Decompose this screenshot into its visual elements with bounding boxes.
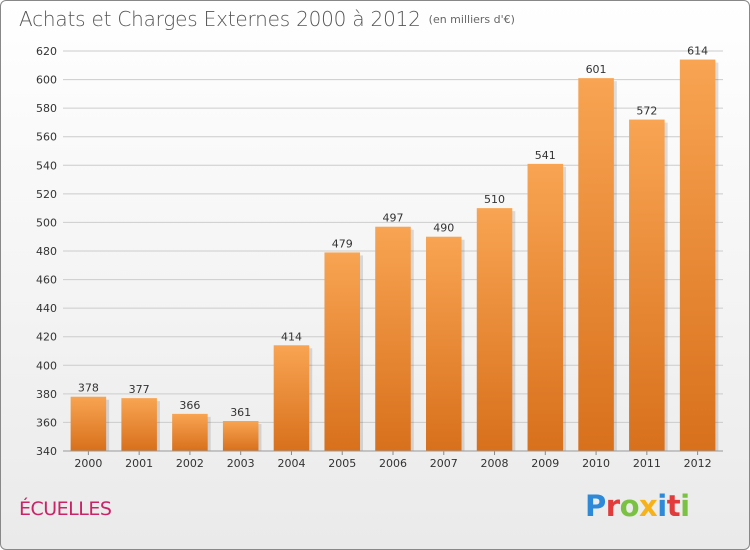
logo-letter: P	[585, 489, 606, 523]
x-tick-label: 2006	[379, 457, 407, 470]
data-label: 614	[687, 45, 708, 58]
y-tick-label: 540	[36, 159, 57, 172]
data-label: 490	[433, 222, 454, 235]
x-tick-label: 2007	[430, 457, 458, 470]
y-axis-ticks: 340 360 380 400 420 440 460 480 500 520 540 560 580 6…	[36, 45, 57, 458]
title-block: Achats et Charges Externes 2000 à 2012 (e…	[19, 7, 515, 31]
data-label: 510	[484, 193, 505, 206]
x-tick-label: 2010	[582, 457, 610, 470]
bar	[121, 398, 157, 451]
y-tick-label: 440	[36, 302, 57, 315]
bar	[476, 208, 513, 451]
data-label: 601	[586, 63, 607, 76]
data-label: 497	[383, 212, 404, 225]
data-label: 479	[332, 237, 353, 250]
y-tick-label: 600	[36, 74, 57, 87]
x-tick-label: 2002	[176, 457, 204, 470]
x-tick-label: 2009	[531, 457, 559, 470]
bar	[679, 59, 716, 451]
y-tick-label: 360	[36, 416, 57, 429]
bar	[172, 413, 208, 451]
town-name: ÉCUELLES	[19, 498, 112, 520]
y-tick-label: 420	[36, 331, 57, 344]
y-tick-label: 620	[36, 45, 57, 58]
logo-letter: x	[639, 489, 658, 523]
bar	[273, 345, 310, 451]
bar	[70, 396, 107, 451]
bar	[527, 163, 564, 451]
x-tick-label: 2005	[328, 457, 356, 470]
logo-letter: i	[680, 489, 690, 523]
data-label: 378	[78, 382, 99, 395]
bar	[222, 421, 259, 451]
x-axis-ticks: 2000 2001 2002 2003 2004 2005 2006 2007 2008 2009…	[63, 450, 723, 470]
y-tick-label: 520	[36, 188, 57, 201]
bar	[578, 78, 614, 452]
bar	[324, 252, 360, 451]
bar	[426, 236, 462, 451]
data-label: 414	[281, 330, 302, 343]
data-label: 541	[535, 149, 556, 162]
data-label: 572	[636, 105, 657, 118]
proxiti-logo[interactable]: Proxiti	[585, 489, 690, 523]
logo-letter: t	[666, 489, 681, 523]
data-label: 366	[179, 399, 200, 412]
data-label: 377	[129, 383, 150, 396]
y-tick-label: 580	[36, 102, 57, 115]
chart-subtitle: (en milliers d'€)	[428, 13, 515, 26]
x-tick-label: 2004	[277, 457, 305, 470]
logo-letter: o	[619, 489, 640, 523]
x-tick-label: 2001	[125, 457, 153, 470]
y-tick-label: 400	[36, 359, 57, 372]
x-tick-label: 2011	[633, 457, 661, 470]
bar	[375, 226, 411, 451]
logo-letter: i	[657, 489, 667, 523]
y-tick-label: 480	[36, 245, 57, 258]
data-labels: 378 377 366 361 414 479 497 490 510 541 601 572 614	[78, 45, 708, 419]
y-tick-label: 500	[36, 216, 57, 229]
bar	[629, 119, 665, 452]
y-tick-label: 380	[36, 388, 57, 401]
data-label: 361	[230, 406, 251, 419]
x-tick-label: 2008	[481, 457, 509, 470]
x-tick-label: 2003	[227, 457, 255, 470]
y-tick-label: 460	[36, 274, 57, 287]
x-tick-label: 2012	[684, 457, 712, 470]
logo-letter: r	[605, 489, 620, 523]
chart-title: Achats et Charges Externes 2000 à 2012	[19, 7, 421, 31]
y-tick-label: 340	[36, 445, 57, 458]
y-tick-label: 560	[36, 131, 57, 144]
bars	[70, 59, 719, 452]
x-tick-label: 2000	[74, 457, 102, 470]
